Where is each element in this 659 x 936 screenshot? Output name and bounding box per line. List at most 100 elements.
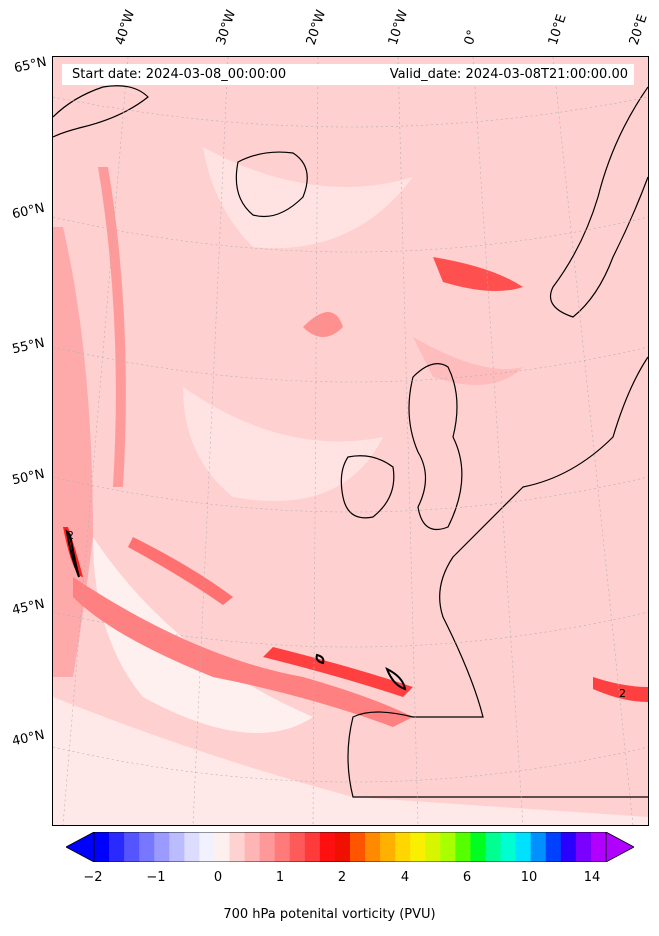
colorbar-tick-label: −2 xyxy=(83,870,103,885)
map-panel: 2 2 xyxy=(52,56,649,826)
pv-swirl-atlantic xyxy=(303,312,343,337)
colorbar-segment xyxy=(154,832,170,862)
colorbar-tick-label: 14 xyxy=(583,870,601,885)
colorbar-segment xyxy=(545,832,562,862)
colorbar-label: 700 hPa potenital vorticity (PVU) xyxy=(223,907,436,922)
colorbar-segment xyxy=(214,832,231,862)
lat-label-60n: 60°N xyxy=(10,200,46,223)
continental-europe-coastline xyxy=(347,356,648,798)
graticule-lon-30w xyxy=(192,57,229,825)
pv-band-mediterranean xyxy=(593,677,648,702)
colorbar-segment xyxy=(395,832,411,862)
valid-date-text: Valid_date: 2024-03-08T21:00:00.00 xyxy=(389,67,628,82)
graticule xyxy=(53,57,648,825)
contour-label-east: 2 xyxy=(619,687,626,700)
pv-max-north-sea xyxy=(433,257,523,291)
great-britain-coastline xyxy=(408,363,463,531)
colorbar-outline xyxy=(93,832,607,862)
colorbar-tick-label: 0 xyxy=(213,870,223,885)
lat-label-45n: 45°N xyxy=(10,596,46,619)
lat-label-50n: 50°N xyxy=(10,466,46,489)
pv-2-contour-biscay xyxy=(385,666,407,691)
colorbar-segment xyxy=(485,832,502,862)
graticule-lon-10e xyxy=(552,57,634,825)
colorbar-segment xyxy=(274,832,291,862)
graticule-lon-40w xyxy=(62,57,129,825)
colorbar-segment xyxy=(124,832,140,862)
colorbar-segment xyxy=(184,832,200,862)
pv-band-strong-south xyxy=(263,647,413,697)
graticule-lon-10w xyxy=(397,57,419,825)
colorbar-segment xyxy=(199,832,215,862)
colorbar-segment xyxy=(590,832,607,862)
graticule-lat-60 xyxy=(53,216,648,253)
colorbar-segment xyxy=(244,832,261,862)
lon-label-20w: 20°W xyxy=(303,8,330,47)
lat-label-40n: 40°N xyxy=(10,727,46,750)
pv-band-biscay-west xyxy=(128,537,233,605)
graticule-lon-20w xyxy=(312,57,319,825)
lat-label-55n: 55°N xyxy=(10,335,46,358)
colorbar-tick-label: −1 xyxy=(146,870,166,885)
pv-light-region-south xyxy=(53,697,648,825)
pv-band-west xyxy=(53,227,93,677)
greenland-coastline xyxy=(53,85,149,138)
lon-label-30w: 30°W xyxy=(213,8,240,47)
colorbar-segment xyxy=(229,832,246,862)
lon-label-10e: 10°E xyxy=(545,12,570,48)
iceland-coastline xyxy=(235,151,308,218)
graticule-lat-65 xyxy=(53,96,648,128)
graticule-lon-0 xyxy=(472,57,524,825)
graticule-lat-45 xyxy=(53,611,648,648)
colorbar-segment xyxy=(380,832,396,862)
colorbar-tick-label: 6 xyxy=(462,870,472,885)
colorbar-segment xyxy=(350,832,366,862)
colorbar-segment xyxy=(365,832,381,862)
pv-2-contour-atlantic xyxy=(315,653,325,665)
colorbar-segment xyxy=(500,832,517,862)
colorbar-segment xyxy=(560,832,577,862)
colorbar-segment xyxy=(470,832,487,862)
graticule-lat-40 xyxy=(53,746,648,783)
colorbar-segment xyxy=(94,832,110,862)
ireland-coastline xyxy=(340,455,395,519)
pv-light-region-mid xyxy=(93,537,313,733)
pv-light-region-north xyxy=(203,147,413,249)
colorbar-segment xyxy=(259,832,276,862)
colorbar-segment xyxy=(425,832,441,862)
colorbar-tick-label: 1 xyxy=(275,870,285,885)
pv-band-south-arc xyxy=(73,577,413,727)
colorbar-segment xyxy=(304,832,321,862)
pv-field-map: 2 2 xyxy=(53,57,648,825)
colorbar-segment xyxy=(575,832,592,862)
start-date-text: Start date: 2024-03-08_00:00:00 xyxy=(72,67,287,82)
pv-band-northsea xyxy=(413,337,523,385)
colorbar-tick-label: 10 xyxy=(520,870,538,885)
colorbar-segment xyxy=(139,832,155,862)
colorbar-segment xyxy=(334,832,351,862)
graticule-lat-50 xyxy=(53,476,648,513)
colorbar-segment xyxy=(109,832,125,862)
contour-label-west: 2 xyxy=(67,529,74,542)
graticule-lat-55 xyxy=(53,346,648,383)
lat-label-65n: 65°N xyxy=(12,54,48,77)
lon-label-20e: 20°E xyxy=(626,12,651,48)
colorbar xyxy=(66,832,634,862)
colorbar-segment xyxy=(515,832,532,862)
date-info-bar: Start date: 2024-03-08_00:00:00 Valid_da… xyxy=(62,64,634,85)
pv-band-west-inner xyxy=(98,167,126,487)
colorbar-segment xyxy=(319,832,336,862)
colorbar-max-arrow xyxy=(605,832,634,862)
colorbar-segment xyxy=(530,832,547,862)
colorbar-segment xyxy=(169,832,185,862)
lon-label-10w: 10°W xyxy=(385,8,412,47)
colorbar-segment xyxy=(410,832,426,862)
lon-label-0: 0° xyxy=(461,28,481,47)
colorbar-tick-label: 2 xyxy=(337,870,347,885)
pv-light-region-central xyxy=(183,387,383,501)
pv-2-contour-west xyxy=(65,529,80,578)
colorbar-segment xyxy=(455,832,471,862)
colorbar-segment xyxy=(440,832,456,862)
lon-label-40w: 40°W xyxy=(112,8,139,47)
colorbar-min-arrow xyxy=(66,832,95,862)
